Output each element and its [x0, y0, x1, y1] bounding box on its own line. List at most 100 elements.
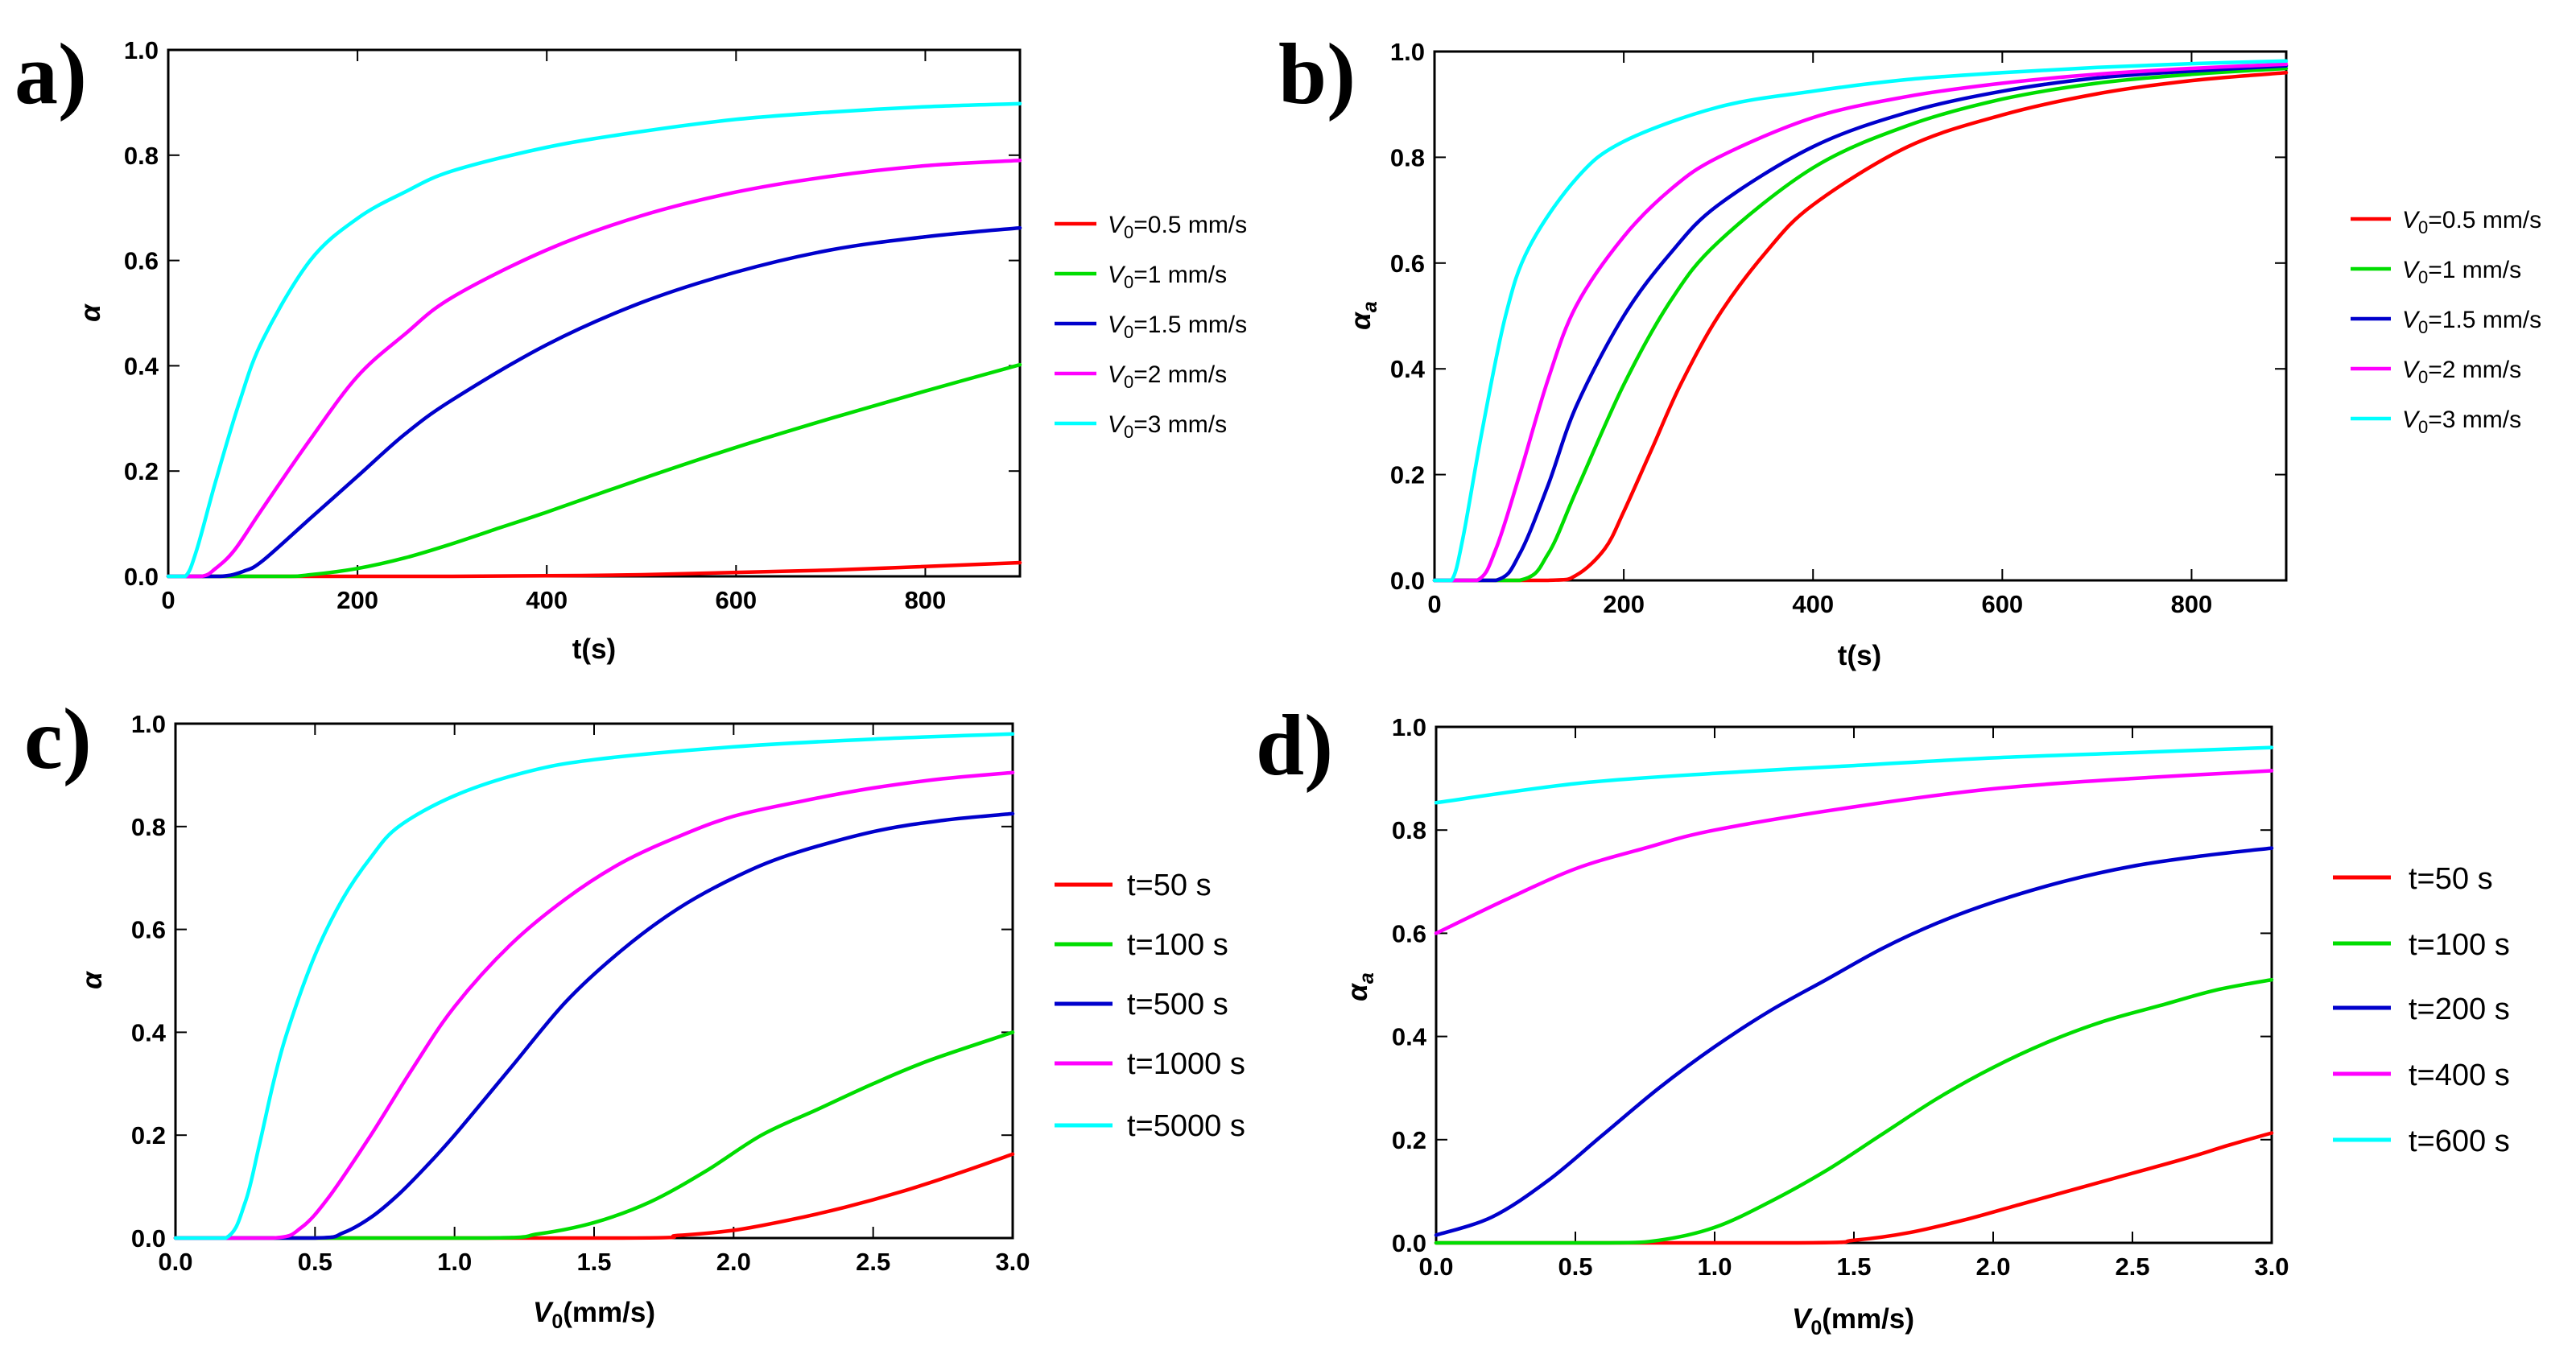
x-tick-b-4: 800 — [2171, 590, 2213, 618]
legend-label-d-3: t=400 s — [2409, 1059, 2510, 1092]
y-tick-c-0: 0.0 — [131, 1224, 166, 1253]
y-tick-a-5: 1.0 — [124, 36, 159, 64]
x-tick-d-2: 1.0 — [1697, 1253, 1732, 1281]
legend-item-c-4: t=5000 s — [1055, 1109, 1245, 1143]
plot-frame-b — [1433, 50, 2288, 582]
x-tick-d-6: 3.0 — [2254, 1253, 2289, 1281]
x-tick-c-5: 2.5 — [856, 1248, 890, 1276]
y-tick-d-5: 1.0 — [1392, 713, 1426, 741]
panel-a: a) 0 200 400 600 800 0.0 0.2 0.4 0.6 0.8… — [14, 27, 1247, 665]
x-tick-c-3: 1.5 — [576, 1248, 611, 1276]
y-tick-b-3: 0.6 — [1390, 250, 1425, 278]
series-line-a-2 — [166, 225, 1022, 579]
legend-b: V0=0.5 mm/s V0=1 mm/s V0=1.5 mm/s V0=2 m… — [2351, 207, 2541, 437]
panel-label-b: b) — [1278, 27, 1356, 122]
x-tick-b-1: 200 — [1603, 590, 1645, 618]
y-ticks-d: 0.0 0.2 0.4 0.6 0.8 1.0 — [1392, 713, 1427, 1257]
legend-a: V0=0.5 mm/s V0=1 mm/s V0=1.5 mm/s V0=2 m… — [1055, 212, 1247, 442]
x-ticks-b: 0 200 400 600 800 — [1427, 590, 2212, 618]
legend-label-b-1: V0=1 mm/s — [2402, 257, 2521, 287]
x-axis-title-a: t(s) — [572, 634, 616, 665]
legend-label-a-3: V0=2 mm/s — [1108, 361, 1227, 392]
x-axis-title-c: V0(mm/s) — [533, 1297, 655, 1333]
y-tick-a-2: 0.4 — [124, 352, 159, 380]
panel-b: b) 0 200 400 600 800 0.0 0.2 0.4 0.6 0.8… — [1278, 27, 2541, 671]
series-line-a-1 — [166, 362, 1022, 579]
plot-frame-d — [1435, 725, 2273, 1244]
x-tick-d-5: 2.5 — [2115, 1253, 2149, 1281]
x-tick-b-0: 0 — [1427, 590, 1441, 618]
x-ticks-d: 0.0 0.5 1.0 1.5 2.0 2.5 3.0 — [1418, 1253, 2289, 1281]
y-axis-title-c: α — [76, 971, 108, 989]
series-line-c-4 — [173, 732, 1015, 1240]
x-tick-a-3: 600 — [715, 586, 757, 614]
x-axis-title-b: t(s) — [1838, 640, 1881, 671]
x-tick-d-4: 2.0 — [1975, 1253, 2010, 1281]
x-tick-a-0: 0 — [161, 586, 175, 614]
legend-item-b-3: V0=2 mm/s — [2351, 357, 2521, 387]
y-tick-d-0: 0.0 — [1392, 1229, 1426, 1257]
y-tick-b-5: 1.0 — [1390, 38, 1425, 66]
legend-label-b-3: V0=2 mm/s — [2402, 357, 2521, 387]
legend-item-c-0: t=50 s — [1055, 869, 1212, 902]
y-ticks-c: 0.0 0.2 0.4 0.6 0.8 1.0 — [131, 710, 167, 1253]
x-tick-d-3: 1.5 — [1836, 1253, 1871, 1281]
legend-label-c-3: t=1000 s — [1127, 1047, 1245, 1081]
x-tick-d-0: 0.0 — [1418, 1253, 1453, 1281]
y-tick-d-1: 0.2 — [1392, 1126, 1426, 1154]
legend-label-d-2: t=200 s — [2409, 993, 2510, 1026]
legend-label-c-0: t=50 s — [1127, 869, 1212, 902]
legend-item-d-3: t=400 s — [2333, 1059, 2510, 1092]
x-tick-c-4: 2.0 — [716, 1248, 751, 1276]
x-tick-c-6: 3.0 — [995, 1248, 1030, 1276]
series-line-c-3 — [173, 770, 1015, 1240]
y-axis-title-a: α — [75, 303, 106, 322]
y-ticks-a: 0.0 0.2 0.4 0.6 0.8 1.0 — [124, 36, 159, 591]
y-tick-c-4: 0.8 — [131, 813, 166, 841]
series-line-b-4 — [1432, 59, 2289, 583]
x-tick-d-1: 0.5 — [1558, 1253, 1592, 1281]
series-line-d-4 — [1434, 745, 2274, 805]
y-tick-a-1: 0.2 — [124, 457, 159, 485]
panel-label-a: a) — [14, 27, 87, 122]
series-layer — [166, 59, 2289, 1245]
series-line-a-4 — [166, 101, 1022, 579]
y-tick-a-0: 0.0 — [124, 563, 159, 591]
legend-item-c-3: t=1000 s — [1055, 1047, 1245, 1081]
legend-label-b-4: V0=3 mm/s — [2402, 407, 2521, 437]
y-tick-b-0: 0.0 — [1390, 567, 1425, 595]
series-line-d-3 — [1434, 769, 2274, 935]
y-ticks-b: 0.0 0.2 0.4 0.6 0.8 1.0 — [1390, 38, 1426, 595]
legend-label-b-0: V0=0.5 mm/s — [2402, 207, 2541, 237]
x-tick-a-1: 200 — [336, 586, 378, 614]
plot-frame-c — [174, 722, 1014, 1240]
legend-c: t=50 s t=100 s t=500 s t=1000 s t=5000 s — [1055, 869, 1245, 1143]
legend-d: t=50 s t=100 s t=200 s t=400 s t=600 s — [2333, 862, 2510, 1158]
x-tick-c-0: 0.0 — [158, 1248, 192, 1276]
panel-label-c: c) — [24, 691, 92, 787]
x-axis-title-d: V0(mm/s) — [1792, 1303, 1914, 1339]
x-ticks-a: 0 200 400 600 800 — [161, 586, 946, 614]
legend-label-a-4: V0=3 mm/s — [1108, 411, 1227, 442]
y-tick-c-3: 0.6 — [131, 916, 166, 944]
legend-item-d-4: t=600 s — [2333, 1125, 2510, 1158]
legend-item-d-1: t=100 s — [2333, 928, 2510, 962]
y-tick-c-2: 0.4 — [131, 1018, 167, 1046]
y-tick-b-1: 0.2 — [1390, 461, 1425, 489]
legend-item-d-2: t=200 s — [2333, 993, 2510, 1026]
x-tick-a-2: 400 — [526, 586, 568, 614]
series-line-d-0 — [1434, 1131, 2274, 1245]
legend-item-a-2: V0=1.5 mm/s — [1055, 312, 1247, 342]
legend-item-b-1: V0=1 mm/s — [2351, 257, 2521, 287]
series-line-c-0 — [173, 1152, 1015, 1240]
series-line-d-1 — [1434, 977, 2274, 1245]
legend-item-a-3: V0=2 mm/s — [1055, 361, 1227, 392]
series-line-b-2 — [1432, 64, 2289, 583]
legend-item-d-0: t=50 s — [2333, 862, 2493, 896]
legend-item-a-0: V0=0.5 mm/s — [1055, 212, 1247, 242]
y-tick-a-4: 0.8 — [124, 142, 159, 170]
y-axis-title-d: αa — [1342, 972, 1378, 1001]
y-tick-c-1: 0.2 — [131, 1121, 166, 1149]
y-tick-a-3: 0.6 — [124, 247, 159, 275]
